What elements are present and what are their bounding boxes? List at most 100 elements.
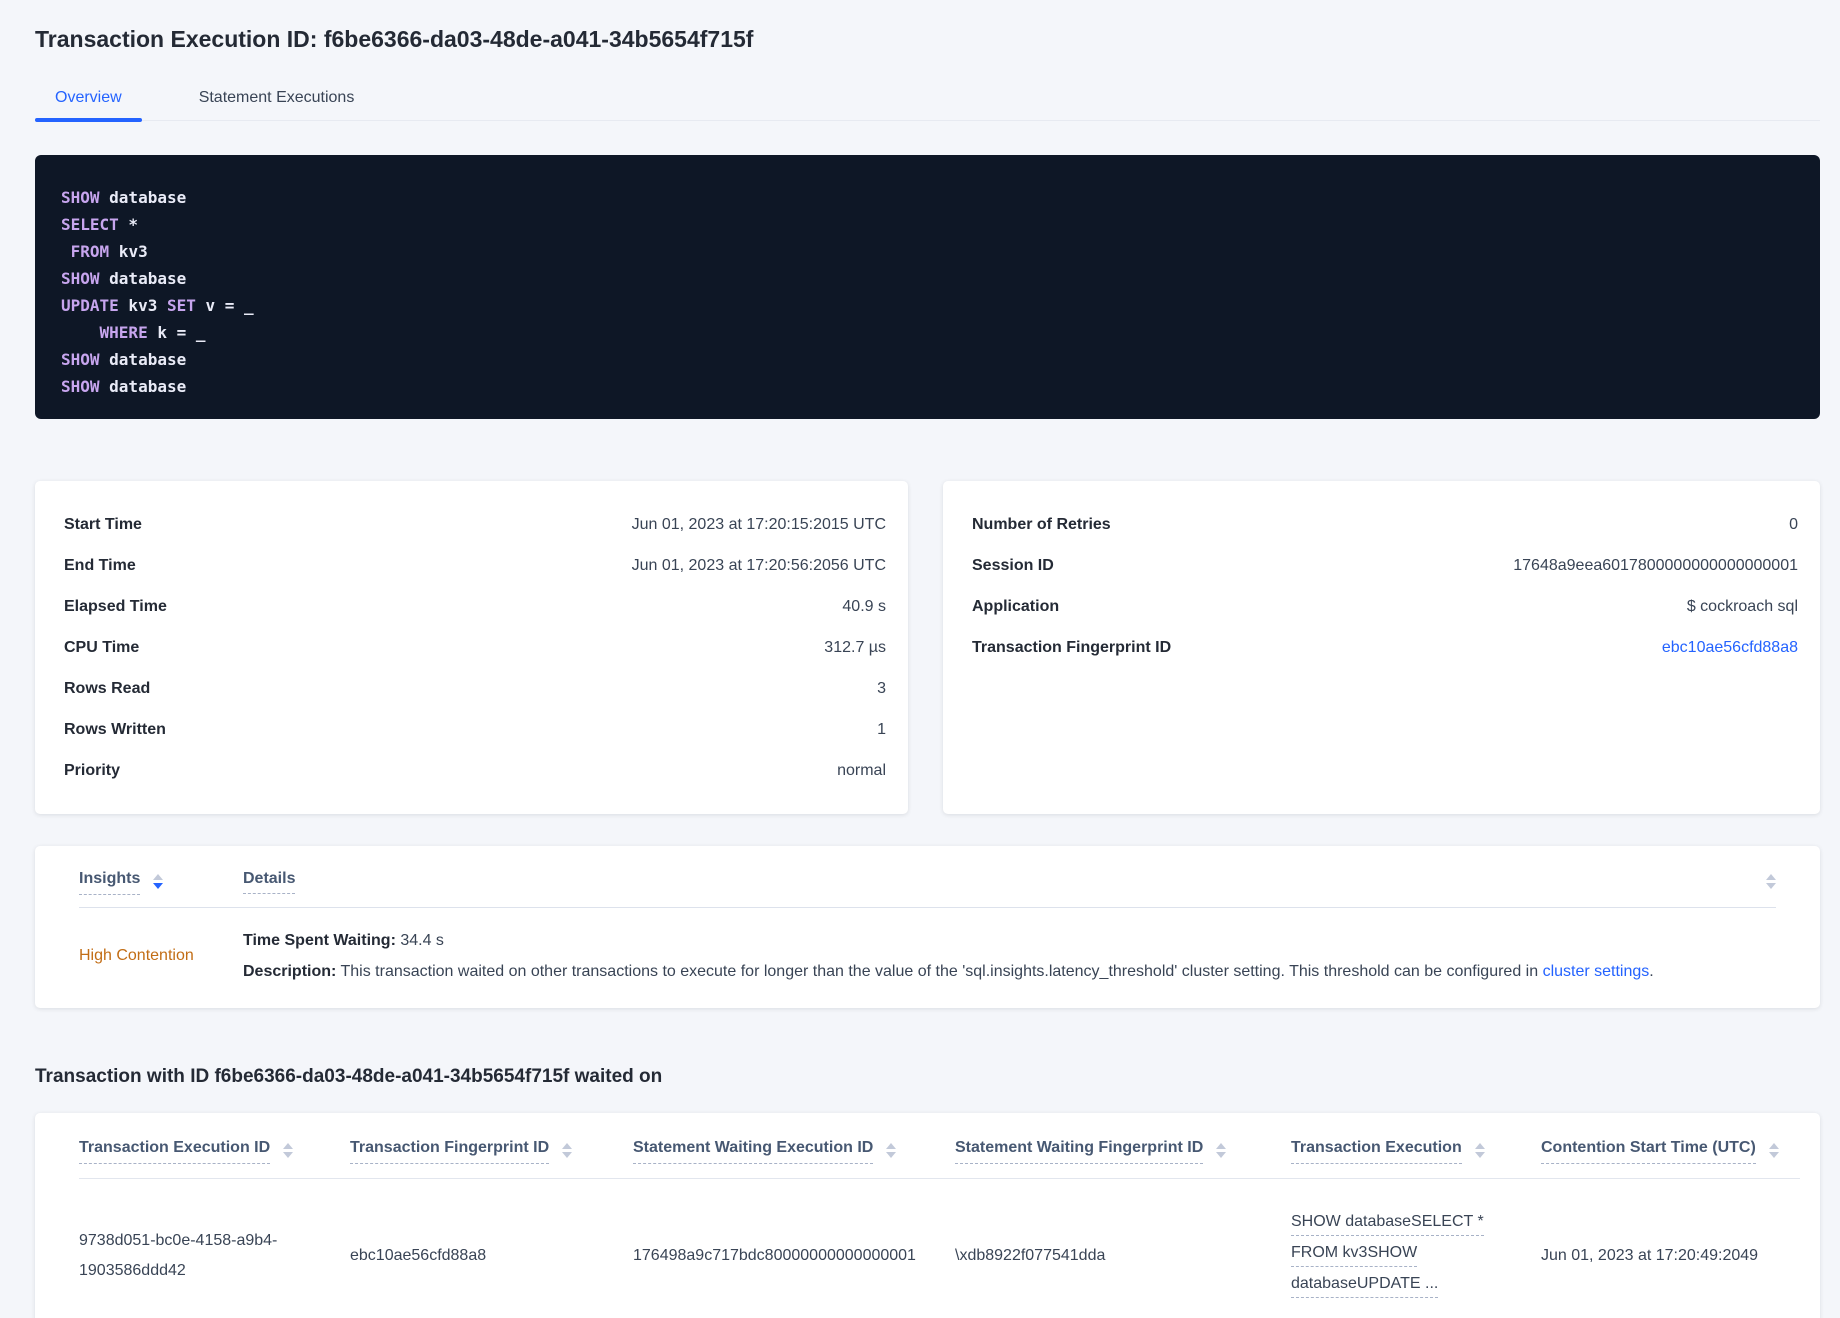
waited-on-table-card: Transaction Execution ID Transaction Fin… <box>35 1113 1820 1318</box>
summary-value: Jun 01, 2023 at 17:20:56:2056 UTC <box>631 557 886 574</box>
transaction-execution-line: databaseUPDATE ... <box>1291 1271 1439 1298</box>
summary-row-end-time: End Time Jun 01, 2023 at 17:20:56:2056 U… <box>64 545 886 586</box>
sql-text: * <box>118 215 139 234</box>
summary-card-left: Start Time Jun 01, 2023 at 17:20:15:2015… <box>35 481 908 814</box>
insights-column-header[interactable]: Insights <box>79 870 243 895</box>
summary-label: Start Time <box>64 516 142 533</box>
sort-down-triangle-icon <box>153 883 164 889</box>
sql-line: WHERE k = _ <box>61 319 1794 346</box>
sort-up-triangle-icon <box>283 1143 294 1149</box>
column-label: Transaction Fingerprint ID <box>350 1139 550 1164</box>
sort-icon <box>1768 1143 1779 1158</box>
sql-text: k = _ <box>147 323 206 342</box>
tab-statement-executions[interactable]: Statement Executions <box>198 89 355 106</box>
summary-value: 17648a9eea6017800000000000000001 <box>1513 557 1798 574</box>
tab-bar: Overview Statement Executions <box>35 81 1820 122</box>
column-header-transaction-fingerprint-id[interactable]: Transaction Fingerprint ID <box>350 1139 633 1178</box>
sql-line: SHOW database <box>61 346 1794 373</box>
sort-icon <box>1474 1143 1485 1158</box>
insight-high-contention-label: High Contention <box>79 947 194 964</box>
cell-statement-waiting-fingerprint-id: \xdb8922f077541dda <box>955 1246 1106 1264</box>
cell-statement-waiting-execution-id: 176498a9c717bdc80000000000000001 <box>633 1246 916 1264</box>
sql-keyword: SHOW <box>61 350 100 369</box>
waited-on-table-row: 9738d051-bc0e-4158-a9b4-1903586ddd42 ebc… <box>79 1179 1800 1318</box>
sql-text <box>61 323 100 342</box>
summary-value: 3 <box>877 680 886 697</box>
insights-column-label: Insights <box>79 870 141 895</box>
summary-label: Transaction Fingerprint ID <box>972 639 1172 656</box>
details-column-header[interactable]: Details <box>243 870 296 894</box>
summary-label: Session ID <box>972 557 1054 574</box>
column-header-contention-start-time[interactable]: Contention Start Time (UTC) <box>1541 1139 1800 1178</box>
insight-description: Description: This transaction waited on … <box>243 961 1776 982</box>
sql-line: SHOW database <box>61 373 1794 400</box>
summary-value: normal <box>837 762 886 779</box>
sort-icon <box>1216 1143 1227 1158</box>
summary-row-application: Application $ cockroach sql <box>972 586 1798 627</box>
sort-up-triangle-icon <box>1474 1143 1485 1149</box>
column-header-statement-waiting-execution-id[interactable]: Statement Waiting Execution ID <box>633 1139 955 1178</box>
sort-icon <box>562 1143 573 1158</box>
summary-value: 1 <box>877 721 886 738</box>
sort-down-triangle-icon <box>886 1152 897 1158</box>
cell-contention-start-time: Jun 01, 2023 at 17:20:49:2049 <box>1541 1246 1759 1264</box>
summary-value: 312.7 µs <box>824 639 886 656</box>
description-text: This transaction waited on other transac… <box>336 963 1543 980</box>
sql-keyword: UPDATE <box>61 296 119 315</box>
summary-row-elapsed-time: Elapsed Time 40.9 s <box>64 586 886 627</box>
sql-statements-box: SHOW database SELECT * FROM kv3 SHOW dat… <box>35 155 1820 419</box>
sql-keyword: SELECT <box>61 215 119 234</box>
tab-overview[interactable]: Overview <box>35 81 142 122</box>
cluster-settings-link[interactable]: cluster settings <box>1542 963 1650 980</box>
sql-keyword: SET <box>166 296 196 315</box>
column-label: Transaction Execution ID <box>79 1139 271 1164</box>
sort-up-triangle-icon <box>886 1143 897 1149</box>
sort-icon <box>283 1143 294 1158</box>
insights-table-header: Insights Details <box>79 846 1776 908</box>
sql-keyword: FROM <box>70 242 110 261</box>
description-label: Description: <box>243 963 337 980</box>
sql-keyword: WHERE <box>99 323 148 342</box>
summary-row-rows-read: Rows Read 3 <box>64 668 886 709</box>
sql-line: SHOW database <box>61 184 1794 211</box>
transaction-execution-line: FROM kv3SHOW <box>1291 1240 1418 1267</box>
column-label: Statement Waiting Execution ID <box>633 1139 874 1164</box>
sort-up-triangle-icon <box>562 1143 573 1149</box>
sort-up-triangle-icon <box>1768 1143 1779 1149</box>
transaction-fingerprint-link[interactable]: ebc10ae56cfd88a8 <box>1661 639 1798 656</box>
sql-text: database <box>99 269 187 288</box>
page-title: Transaction Execution ID: f6be6366-da03-… <box>35 26 754 52</box>
summary-row-number-of-retries: Number of Retries 0 <box>972 504 1798 545</box>
column-header-statement-waiting-fingerprint-id[interactable]: Statement Waiting Fingerprint ID <box>955 1139 1291 1178</box>
summary-label: Elapsed Time <box>64 598 167 615</box>
sql-line: FROM kv3 <box>61 238 1794 265</box>
summary-row-transaction-fingerprint-id: Transaction Fingerprint ID ebc10ae56cfd8… <box>972 627 1798 668</box>
sort-icon <box>886 1143 897 1158</box>
sort-down-triangle-icon <box>562 1152 573 1158</box>
summary-cards-row: Start Time Jun 01, 2023 at 17:20:15:2015… <box>35 481 1820 814</box>
summary-row-start-time: Start Time Jun 01, 2023 at 17:20:15:2015… <box>64 504 886 545</box>
sql-text: database <box>99 377 187 396</box>
transaction-execution-link[interactable]: SHOW databaseSELECT * FROM kv3SHOW datab… <box>1291 1209 1541 1302</box>
column-header-transaction-execution-id[interactable]: Transaction Execution ID <box>79 1139 350 1178</box>
summary-label: Rows Written <box>64 721 166 738</box>
time-spent-waiting: Time Spent Waiting: 34.4 s <box>243 930 1776 951</box>
sql-text <box>61 242 71 261</box>
summary-label: CPU Time <box>64 639 140 656</box>
sql-text: database <box>99 188 187 207</box>
summary-label: End Time <box>64 557 136 574</box>
column-label: Transaction Execution <box>1291 1139 1462 1164</box>
sql-line: SELECT * <box>61 211 1794 238</box>
waited-on-section-title: Transaction with ID f6be6366-da03-48de-a… <box>35 1066 663 1087</box>
summary-label: Rows Read <box>64 680 151 697</box>
sql-text: v = _ <box>195 296 254 315</box>
time-spent-waiting-value: 34.4 s <box>395 932 444 949</box>
sort-icon[interactable] <box>1766 874 1776 889</box>
time-spent-waiting-label: Time Spent Waiting: <box>243 932 396 949</box>
column-header-transaction-execution[interactable]: Transaction Execution <box>1291 1139 1541 1178</box>
sort-icon <box>153 874 164 889</box>
cell-transaction-fingerprint-id: ebc10ae56cfd88a8 <box>350 1246 487 1264</box>
sort-down-triangle-icon <box>1766 883 1776 889</box>
cell-transaction-execution-id: 9738d051-bc0e-4158-a9b4-1903586ddd42 <box>79 1231 278 1279</box>
